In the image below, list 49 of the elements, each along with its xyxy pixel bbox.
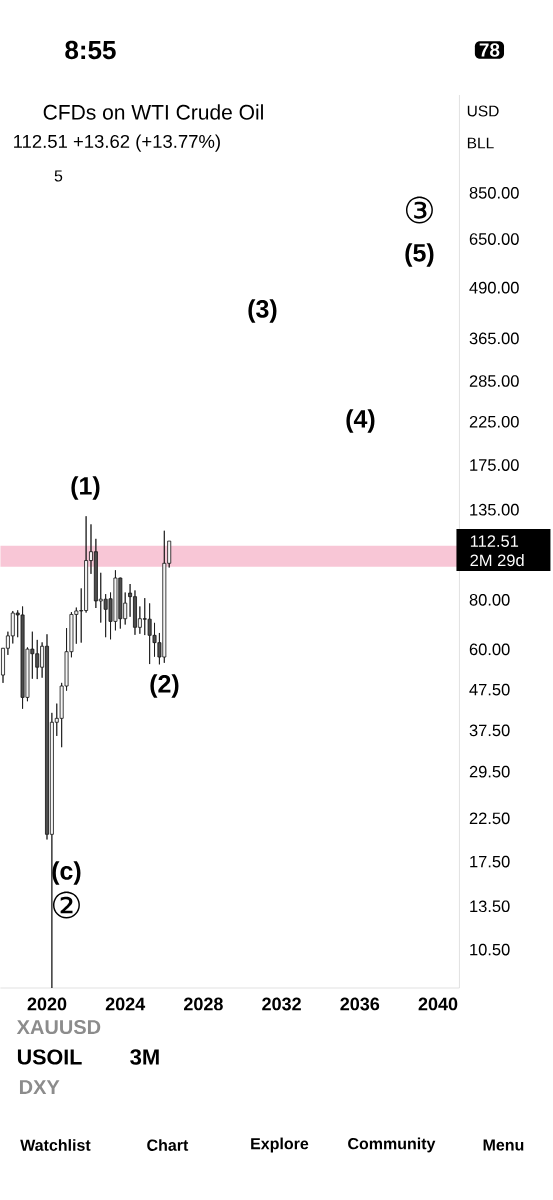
- x-tick-label: 2040: [418, 997, 458, 1011]
- text: Explore: [250, 1137, 309, 1153]
- y-tick-label: 10.50: [470, 943, 510, 956]
- text: Watchlist: [19, 1139, 91, 1151]
- text: XAUUSD: [16, 1019, 101, 1035]
- y-tick-label: 60.00: [469, 643, 510, 656]
- text: 8:55: [65, 40, 116, 60]
- annotation: (2): [150, 674, 179, 698]
- x-tick-label: 2036: [340, 997, 379, 1011]
- text: Menu: [483, 1139, 524, 1151]
- y-tick-label: 135.00: [470, 503, 519, 516]
- text: 112.51 +13.62 (+13.77%): [13, 134, 220, 152]
- text: USD: [467, 105, 499, 117]
- text: 112.51: [470, 535, 518, 547]
- annotation: 5: [54, 170, 62, 182]
- text: BLL: [467, 137, 494, 149]
- text: USOIL: [17, 1049, 82, 1065]
- annotation: (4): [346, 409, 375, 433]
- text: Chart: [147, 1139, 188, 1151]
- annotation: (5): [405, 243, 434, 267]
- y-tick-label: 17.50: [470, 855, 510, 868]
- y-tick-label: 225.00: [469, 415, 519, 428]
- x-tick-label: 2028: [183, 997, 223, 1011]
- x-tick-label: 2032: [261, 997, 301, 1011]
- y-tick-label: 175.00: [470, 459, 519, 471]
- y-tick-label: 285.00: [469, 375, 519, 387]
- text: 2M 29d: [470, 554, 524, 567]
- y-tick-label: 47.50: [469, 683, 510, 696]
- x-tick-label: 2024: [105, 997, 145, 1011]
- annotation: ②: [52, 891, 80, 919]
- y-tick-label: 850.00: [469, 186, 519, 199]
- chart-title: CFDs on WTI Crude Oil: [43, 104, 263, 120]
- y-tick-label: 650.00: [469, 233, 519, 245]
- y-tick-label: 37.50: [469, 724, 510, 737]
- y-tick-label: 490.00: [469, 281, 519, 294]
- text: 78: [479, 43, 500, 57]
- y-tick-label: 22.50: [469, 812, 510, 825]
- y-tick-label: 365.00: [469, 332, 519, 345]
- y-tick-label: 29.50: [469, 765, 510, 778]
- y-tick-label: 80.00: [469, 593, 510, 606]
- annotation: (c): [52, 861, 81, 885]
- annotation: ③: [405, 196, 433, 224]
- text: Community: [347, 1137, 436, 1153]
- x-tick-label: 2020: [27, 997, 67, 1011]
- y-tick-label: 13.50: [470, 900, 510, 913]
- text: 3M: [129, 1049, 159, 1065]
- annotation: (3): [248, 299, 277, 323]
- annotation: (1): [71, 476, 100, 500]
- text: DXY: [19, 1080, 60, 1094]
